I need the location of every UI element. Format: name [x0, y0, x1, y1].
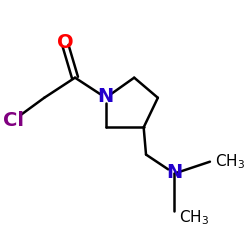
Text: CH$_3$: CH$_3$	[215, 152, 245, 171]
Text: O: O	[57, 33, 74, 52]
Text: N: N	[98, 87, 114, 106]
Text: CH$_3$: CH$_3$	[179, 208, 209, 227]
Text: Cl: Cl	[3, 111, 24, 130]
Text: N: N	[166, 163, 182, 182]
